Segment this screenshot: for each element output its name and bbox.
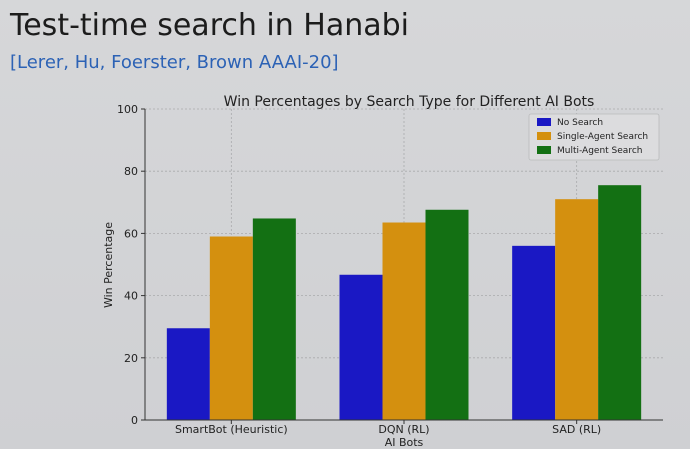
x-tick-label: DQN (RL) [378,423,429,436]
bar [382,222,426,420]
bar [425,209,469,420]
bar [209,236,253,420]
y-tick-label: 100 [117,103,138,116]
bar [339,274,383,420]
x-axis-label: AI Bots [385,436,424,449]
y-axis-label: Win Percentage [102,222,115,308]
y-tick-label: 20 [124,352,138,365]
x-tick-label: SmartBot (Heuristic) [175,423,288,436]
legend-swatch [537,132,551,140]
y-tick-label: 80 [124,165,138,178]
y-tick-label: 60 [124,227,138,240]
legend-swatch [537,118,551,126]
chart-title: Win Percentages by Search Type for Diffe… [224,94,595,110]
legend-label: Multi-Agent Search [557,146,642,156]
bars [166,185,642,420]
citation-link[interactable]: [Lerer, Hu, Foerster, Brown AAAI-20] [10,52,339,73]
legend-box [528,113,660,161]
bar [252,218,296,420]
bar [166,328,210,420]
y-tick-label: 0 [131,414,138,427]
x-tick-label: SAD (RL) [552,423,601,436]
legend-swatch [537,146,551,154]
bar [555,199,599,420]
bar [512,245,556,420]
y-tick-label: 40 [124,290,138,303]
axes [141,108,663,424]
slide-title: Test-time search in Hanabi [10,8,410,43]
legend-label: No Search [557,118,603,128]
bar [598,185,642,420]
legend-label: Single-Agent Search [557,132,648,142]
tick-labels: 0 20 40 60 80 100 SmartBot (Heuristic) DQN (RL)… [117,103,601,436]
legend: No Search Single-Agent Search Multi-Agent … [528,113,660,161]
